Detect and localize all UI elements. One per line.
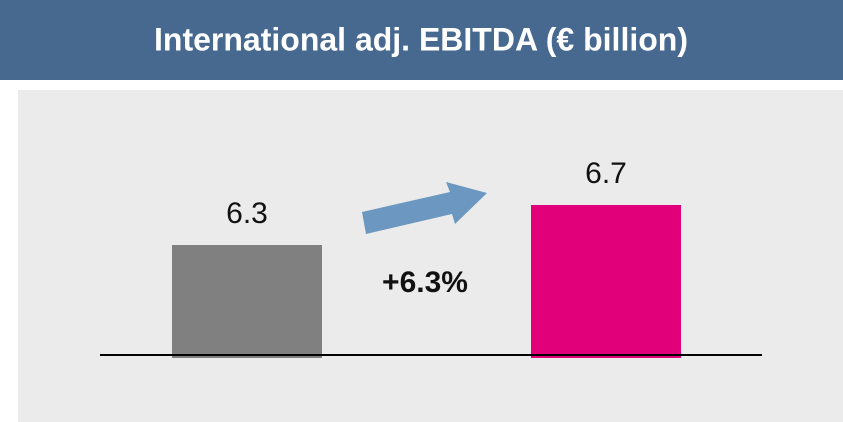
growth-arrow	[362, 182, 487, 234]
plot-panel	[18, 90, 843, 422]
value-label: 6.7	[585, 157, 627, 190]
growth-annotation: +6.3%	[382, 266, 468, 299]
bar	[172, 245, 322, 358]
chart-title: International adj. EBITDA (€ billion)	[154, 21, 688, 57]
value-label: 6.3	[226, 197, 268, 230]
header-band	[0, 0, 843, 80]
bar	[531, 205, 681, 358]
